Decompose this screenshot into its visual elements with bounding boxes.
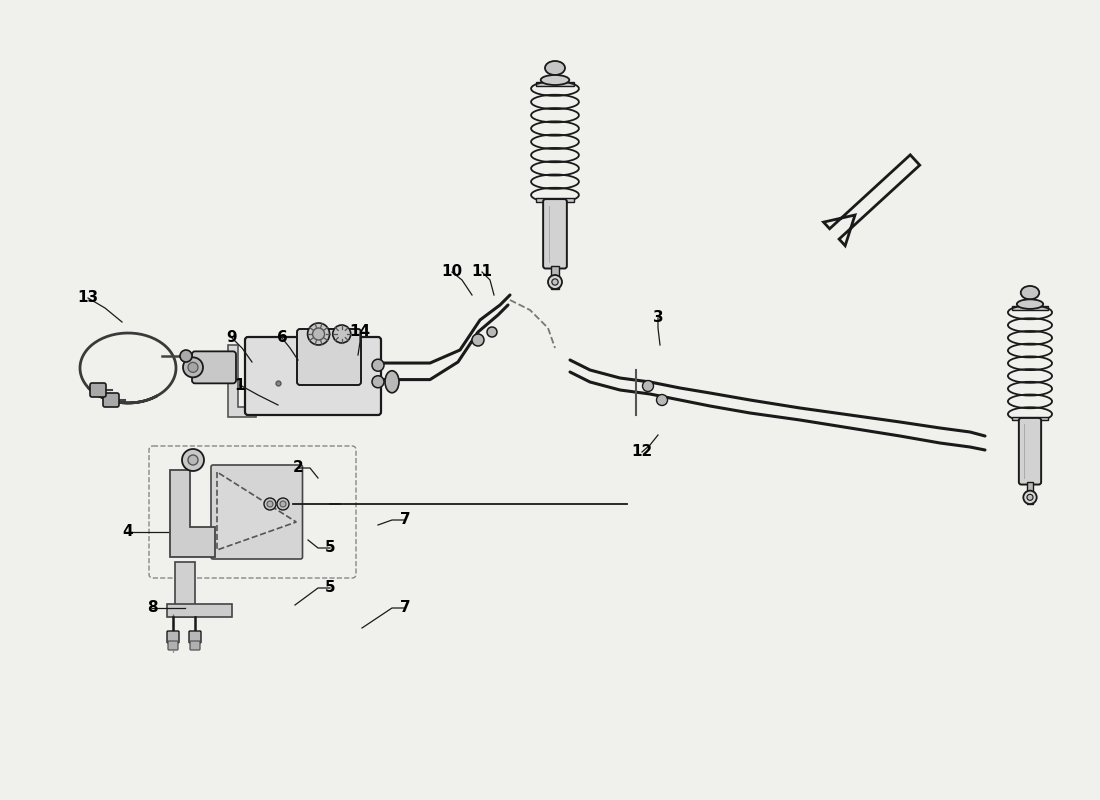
Circle shape bbox=[1023, 490, 1036, 504]
Text: 11: 11 bbox=[472, 265, 493, 279]
Polygon shape bbox=[228, 345, 256, 417]
Text: 13: 13 bbox=[77, 290, 99, 306]
Bar bbox=[536, 198, 574, 202]
Circle shape bbox=[308, 323, 330, 345]
Circle shape bbox=[487, 327, 497, 337]
FancyBboxPatch shape bbox=[90, 383, 106, 397]
Circle shape bbox=[264, 498, 276, 510]
Ellipse shape bbox=[1016, 299, 1043, 309]
Circle shape bbox=[657, 394, 668, 406]
Circle shape bbox=[267, 501, 273, 507]
FancyBboxPatch shape bbox=[168, 641, 178, 650]
Circle shape bbox=[280, 501, 286, 507]
Text: 9: 9 bbox=[227, 330, 238, 346]
Circle shape bbox=[277, 498, 289, 510]
Text: 1: 1 bbox=[234, 378, 245, 393]
Text: 12: 12 bbox=[631, 445, 652, 459]
Polygon shape bbox=[217, 472, 296, 550]
Text: 10: 10 bbox=[441, 265, 463, 279]
Text: 2: 2 bbox=[293, 461, 304, 475]
Circle shape bbox=[188, 455, 198, 465]
Circle shape bbox=[472, 334, 484, 346]
Bar bbox=[175, 562, 195, 617]
Text: 4: 4 bbox=[123, 525, 133, 539]
Circle shape bbox=[312, 328, 324, 340]
Circle shape bbox=[180, 350, 192, 362]
FancyBboxPatch shape bbox=[192, 351, 236, 383]
Circle shape bbox=[372, 376, 384, 388]
Bar bbox=[551, 266, 559, 289]
Polygon shape bbox=[170, 470, 214, 557]
Circle shape bbox=[1027, 494, 1033, 500]
Ellipse shape bbox=[385, 370, 399, 393]
Ellipse shape bbox=[541, 75, 570, 85]
Circle shape bbox=[552, 279, 558, 285]
Circle shape bbox=[183, 358, 204, 378]
Circle shape bbox=[372, 359, 384, 371]
Bar bbox=[1012, 417, 1047, 421]
Bar bbox=[1012, 306, 1047, 310]
Circle shape bbox=[182, 449, 204, 471]
Text: 7: 7 bbox=[399, 513, 410, 527]
Circle shape bbox=[548, 275, 562, 289]
Ellipse shape bbox=[544, 61, 565, 75]
FancyBboxPatch shape bbox=[1019, 418, 1041, 485]
FancyBboxPatch shape bbox=[211, 465, 303, 559]
Bar bbox=[1026, 482, 1033, 504]
FancyBboxPatch shape bbox=[189, 631, 201, 643]
Circle shape bbox=[188, 362, 198, 372]
Bar bbox=[536, 82, 574, 86]
FancyBboxPatch shape bbox=[245, 337, 381, 415]
Text: 14: 14 bbox=[350, 325, 371, 339]
Circle shape bbox=[333, 325, 351, 343]
Text: 3: 3 bbox=[652, 310, 663, 326]
Ellipse shape bbox=[1021, 286, 1040, 299]
FancyBboxPatch shape bbox=[167, 631, 179, 643]
FancyBboxPatch shape bbox=[103, 393, 119, 407]
Text: 5: 5 bbox=[324, 541, 336, 555]
Circle shape bbox=[642, 381, 653, 391]
FancyBboxPatch shape bbox=[543, 199, 566, 269]
Text: 7: 7 bbox=[399, 601, 410, 615]
Text: 5: 5 bbox=[324, 581, 336, 595]
Bar bbox=[167, 604, 232, 617]
Text: 8: 8 bbox=[146, 601, 157, 615]
Text: 6: 6 bbox=[276, 330, 287, 346]
FancyBboxPatch shape bbox=[190, 641, 200, 650]
FancyBboxPatch shape bbox=[297, 329, 361, 385]
